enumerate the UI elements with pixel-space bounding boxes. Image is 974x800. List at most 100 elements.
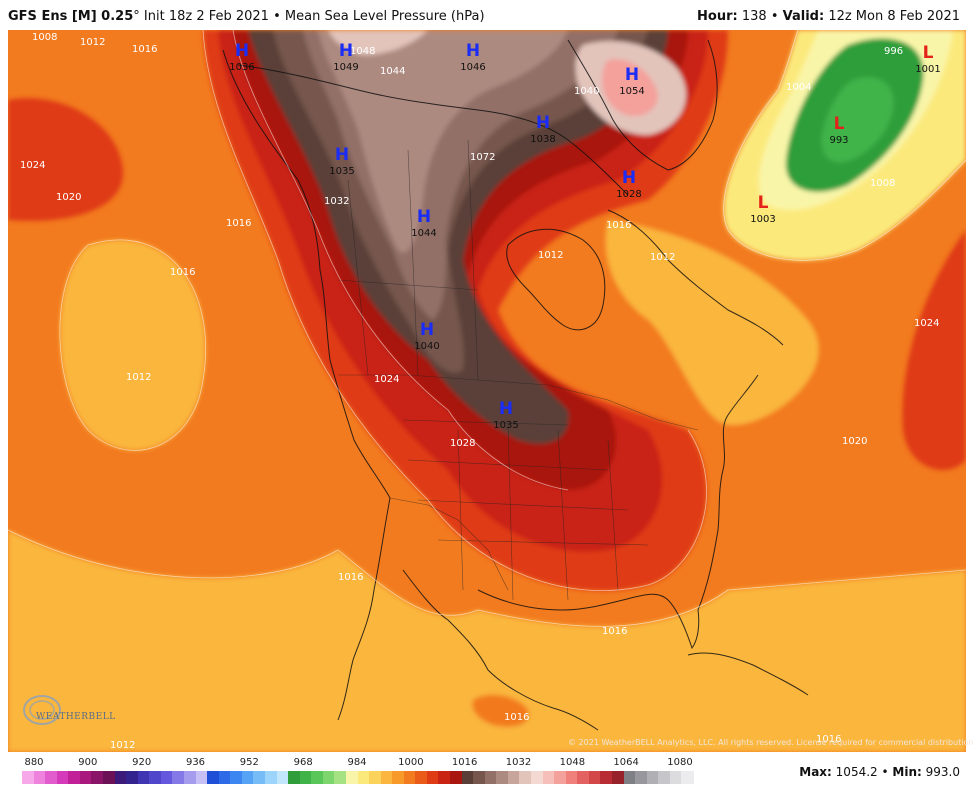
contour-label: 1016 bbox=[504, 712, 529, 723]
colorbar-swatch bbox=[288, 771, 301, 784]
colorbar-swatch bbox=[415, 771, 428, 784]
contour-label: 1016 bbox=[816, 734, 841, 745]
center-letter: H bbox=[417, 207, 431, 227]
colorbar-swatch bbox=[473, 771, 486, 784]
contour-label: 1044 bbox=[380, 66, 405, 77]
fill-992-atlantic bbox=[821, 76, 894, 163]
coastline-pacific bbox=[222, 49, 391, 499]
weatherbell-logo bbox=[20, 688, 90, 732]
colorbar-swatch bbox=[519, 771, 532, 784]
contour-label: 1016 bbox=[170, 267, 195, 278]
center-value: 993 bbox=[829, 135, 848, 146]
colorbar-tick-label: 1000 bbox=[398, 757, 424, 768]
colorbar-tick-label: 1016 bbox=[451, 757, 478, 768]
header: GFS Ens [M] 0.25° Init 18z 2 Feb 2021 • … bbox=[0, 0, 974, 30]
center-value: 1035 bbox=[493, 420, 518, 431]
center-value: 1044 bbox=[411, 228, 436, 239]
fill-1044-core bbox=[318, 30, 568, 253]
coastline-hudson bbox=[506, 228, 606, 331]
max-value: 1054.2 bbox=[835, 765, 878, 779]
colorbar-tick-label: 1064 bbox=[613, 757, 639, 768]
logo-text: WEATHERBELL bbox=[36, 712, 116, 722]
fill-1024-pacific bbox=[8, 98, 124, 221]
contour-label: 1024 bbox=[914, 318, 939, 329]
isobars bbox=[8, 30, 966, 627]
colorbar-swatch bbox=[207, 771, 220, 784]
colorbar-swatch bbox=[56, 771, 69, 784]
colorbar-swatch bbox=[542, 771, 555, 784]
isobar-1008-atlantic bbox=[723, 30, 966, 261]
colorbar-swatch bbox=[612, 771, 625, 784]
colorbar-swatch bbox=[230, 771, 243, 784]
init-time: Init 18z 2 Feb 2021 bbox=[143, 9, 269, 24]
contour-label: 1008 bbox=[32, 32, 57, 43]
contour-label: 1012 bbox=[126, 372, 151, 383]
colorbar-swatch bbox=[218, 771, 231, 784]
colorbar-tick-label: 880 bbox=[24, 757, 44, 768]
contour-label: 1048 bbox=[350, 46, 375, 57]
colorbar-swatch bbox=[183, 771, 197, 784]
map-title: GFS Ens [M] 0.25° Init 18z 2 Feb 2021 • … bbox=[8, 9, 485, 24]
hour-value: 138 bbox=[741, 9, 767, 24]
contour-label: 1016 bbox=[132, 44, 157, 55]
colorbar-swatch bbox=[33, 771, 46, 784]
colorbar-swatch bbox=[299, 771, 312, 784]
colorbar-swatch bbox=[369, 771, 382, 784]
coastline-atlantic bbox=[697, 374, 759, 611]
contour-label: 1016 bbox=[226, 218, 251, 229]
center-value: 1035 bbox=[329, 166, 354, 177]
colorbar-tick-label: 984 bbox=[347, 757, 367, 768]
fill-1024-atlantic bbox=[902, 230, 966, 470]
colorbar-swatch bbox=[172, 771, 185, 784]
coastline-florida bbox=[667, 599, 700, 650]
fill-1052-greenland bbox=[602, 59, 658, 117]
center-value: 1028 bbox=[616, 189, 641, 200]
coastline-labrador bbox=[607, 209, 784, 346]
valid-value: 12z Mon 8 Feb 2021 bbox=[828, 9, 960, 24]
border-us-canada bbox=[338, 374, 699, 431]
colorbar-swatch bbox=[507, 771, 521, 784]
colorbar-swatch bbox=[149, 771, 162, 784]
colorbar-tick-label: 936 bbox=[185, 757, 206, 768]
colorbar-swatch bbox=[102, 771, 116, 784]
fill-1016-south bbox=[8, 530, 966, 752]
min-label: Min: bbox=[892, 765, 922, 779]
valid-time: Hour: 138 • Valid: 12z Mon 8 Feb 2021 bbox=[697, 9, 960, 24]
center-letter: H bbox=[622, 168, 636, 188]
contour-label: 1012 bbox=[80, 37, 105, 48]
colorbar-swatch bbox=[461, 771, 474, 784]
center-letter: H bbox=[339, 41, 353, 61]
degree-symbol: ° bbox=[133, 9, 140, 24]
colorbar-swatch bbox=[253, 771, 266, 784]
colorbar-swatch bbox=[114, 771, 127, 784]
contour-label: 1040 bbox=[574, 86, 599, 97]
center-value: 1046 bbox=[460, 62, 485, 73]
footer: 880 900 920 936 952 968 984 1000 1016 1032 1048 106… bbox=[0, 752, 974, 800]
center-letter: H bbox=[466, 41, 480, 61]
colorbar-swatch bbox=[531, 771, 544, 784]
pressure-map: 1008 1012 1016 1024 1020 1016 1016 1012 … bbox=[8, 30, 966, 752]
center-letter: L bbox=[758, 193, 769, 213]
colorbar-swatch bbox=[623, 771, 636, 784]
colorbar-swatch bbox=[264, 771, 278, 784]
title-separator: • bbox=[273, 9, 281, 24]
contour-label: 1032 bbox=[324, 196, 349, 207]
max-label: Max: bbox=[799, 765, 832, 779]
hour-label: Hour: bbox=[697, 9, 738, 24]
colorbar-swatch bbox=[426, 771, 440, 784]
center-value: 1003 bbox=[750, 214, 775, 225]
center-letter: H bbox=[235, 41, 249, 61]
colorbar-swatch bbox=[195, 771, 208, 784]
contour-label: 1072 bbox=[470, 152, 495, 163]
coastline-gulf bbox=[477, 589, 669, 611]
